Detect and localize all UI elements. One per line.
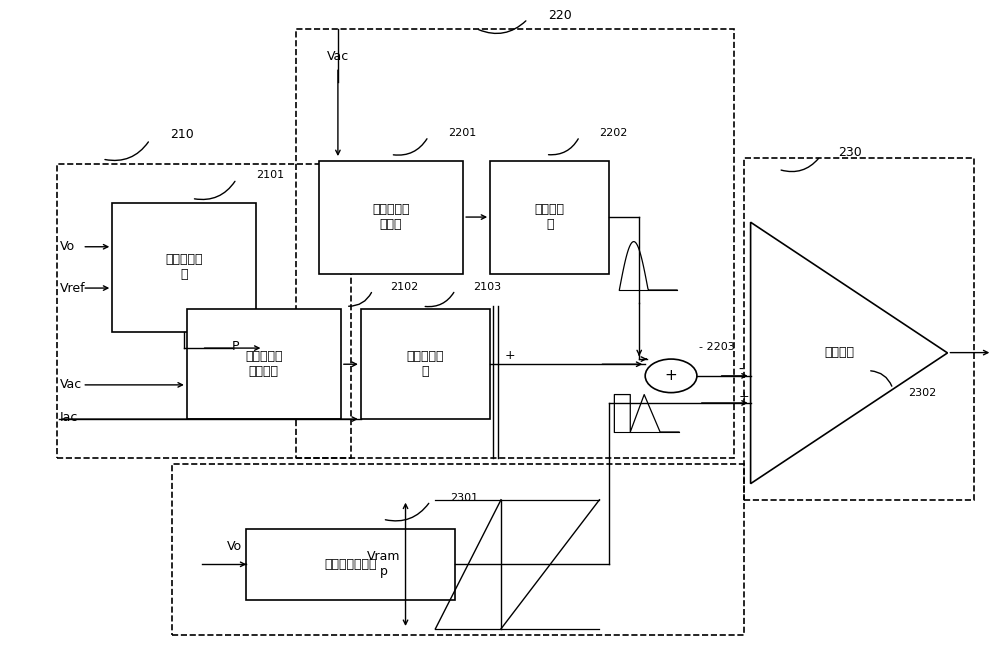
Text: 2101: 2101	[256, 170, 284, 180]
Bar	[744, 158, 974, 500]
Text: Vref: Vref	[59, 282, 85, 294]
Bar	[112, 203, 256, 332]
Text: 绝对值运算
子单元: 绝对值运算 子单元	[372, 203, 410, 231]
Circle shape	[645, 359, 697, 393]
Bar	[361, 309, 490, 419]
Text: +: +	[505, 350, 516, 363]
Text: +: +	[739, 390, 749, 403]
Text: 220: 220	[548, 9, 571, 22]
Text: - 2203: - 2203	[699, 342, 735, 352]
Text: 230: 230	[838, 146, 862, 159]
Text: 210: 210	[170, 128, 194, 141]
Text: 运算子单
元: 运算子单 元	[535, 203, 565, 231]
Bar	[57, 164, 351, 458]
Text: +: +	[665, 368, 677, 383]
Text: 2301: 2301	[450, 493, 478, 503]
Bar	[296, 29, 734, 458]
Text: 2302: 2302	[908, 387, 936, 398]
Text: 2201: 2201	[448, 128, 477, 138]
Text: -: -	[739, 363, 744, 376]
Text: 比较单元: 比较单元	[824, 346, 854, 359]
Text: 电流环子单
元: 电流环子单 元	[407, 350, 444, 378]
Polygon shape	[751, 222, 948, 484]
Bar	[246, 529, 455, 600]
Text: Vac: Vac	[59, 378, 82, 391]
Text: Vram
p: Vram p	[367, 550, 400, 578]
Text: 电压环子单
元: 电压环子单 元	[166, 253, 203, 281]
Text: P: P	[232, 340, 239, 353]
Text: Vac: Vac	[327, 50, 349, 63]
Bar	[490, 161, 609, 274]
Text: Iac: Iac	[59, 411, 78, 424]
Bar	[172, 464, 744, 635]
Text: 2102: 2102	[391, 282, 419, 292]
Text: 三角波产生单元: 三角波产生单元	[325, 558, 377, 571]
Text: Vo: Vo	[227, 540, 242, 553]
Bar	[319, 161, 463, 274]
Text: Vo: Vo	[59, 240, 75, 253]
Bar	[187, 309, 341, 419]
Text: 2103: 2103	[473, 282, 501, 292]
Text: 2202: 2202	[599, 128, 628, 138]
Text: 目标电流运
算子单元: 目标电流运 算子单元	[245, 350, 283, 378]
